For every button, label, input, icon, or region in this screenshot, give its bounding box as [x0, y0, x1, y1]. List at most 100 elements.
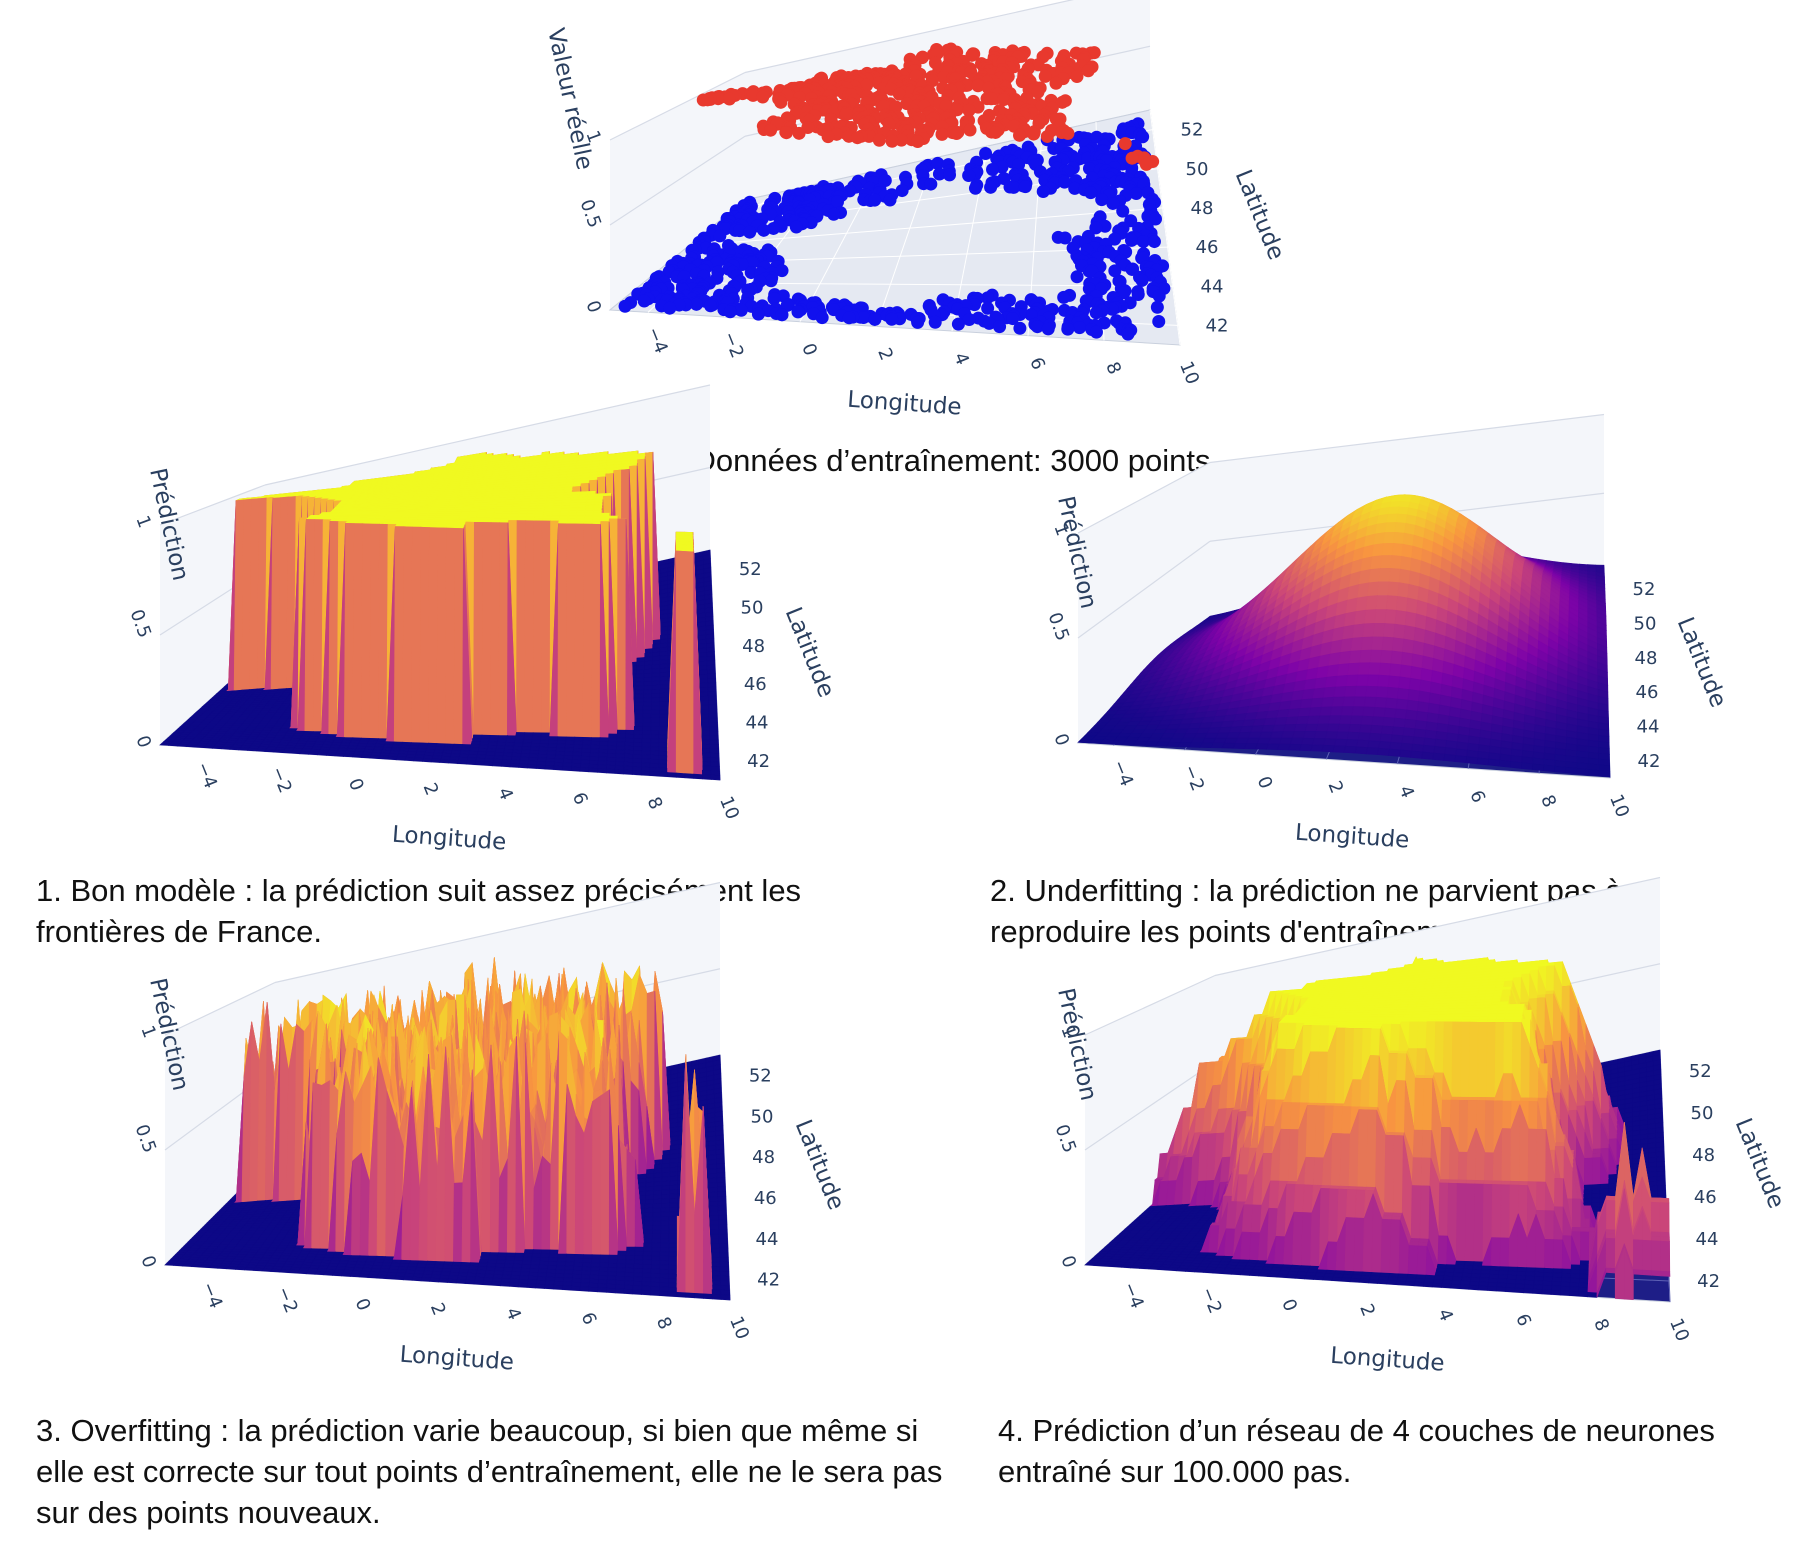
- surface-cell: [240, 712, 253, 716]
- surface-cell: [481, 459, 491, 464]
- surface-cell: [1328, 567, 1340, 575]
- surface-cell: [564, 483, 574, 488]
- point-inside: [983, 73, 997, 87]
- surface-cell: [481, 478, 491, 482]
- surface-cell: [541, 520, 551, 734]
- surface-cell: [204, 717, 216, 720]
- surface-cell: [416, 501, 427, 505]
- surface-cell: [390, 516, 402, 520]
- point-outside: [1116, 204, 1130, 218]
- point-inside: [800, 82, 814, 96]
- point-inside: [935, 120, 949, 134]
- surface-cell: [228, 716, 241, 720]
- surface-cell: [523, 609, 533, 615]
- point-outside: [1148, 195, 1162, 209]
- surface-cell: [203, 702, 216, 706]
- surface-cell: [233, 721, 246, 724]
- surface-cell: [630, 609, 640, 616]
- surface-cell: [314, 639, 325, 645]
- surface-cell: [168, 743, 181, 747]
- surface-cell: [356, 506, 368, 510]
- surface-cell: [418, 473, 429, 477]
- surface-cell: [361, 479, 371, 660]
- surface-cell: [699, 687, 709, 693]
- point-outside: [1006, 307, 1020, 321]
- surface-cell: [1477, 542, 1488, 549]
- x-gridline: [1467, 584, 1500, 769]
- surface-cell: [393, 479, 404, 483]
- surface-cell: [267, 732, 279, 736]
- surface-cell: [581, 472, 591, 477]
- surface-cell: [323, 643, 334, 649]
- surface-cell: [249, 712, 261, 716]
- point-outside: [1084, 186, 1098, 200]
- surface-cell: [238, 747, 250, 751]
- surface-cell: [256, 664, 268, 669]
- surface-cell: [362, 491, 373, 495]
- surface-cell: [675, 636, 684, 643]
- surface-cell: [427, 616, 437, 622]
- surface-cell: [379, 479, 390, 483]
- surface-cell: [394, 477, 405, 481]
- surface-cell: [277, 730, 289, 734]
- point-outside: [1124, 323, 1138, 337]
- surface-cell: [699, 695, 709, 702]
- point-inside: [905, 80, 919, 94]
- point-inside: [925, 117, 939, 131]
- surface-cell: [380, 477, 392, 481]
- surface-cell: [1213, 616, 1226, 622]
- surface-cell: [365, 516, 377, 520]
- point-outside: [688, 250, 702, 264]
- point-outside: [761, 304, 775, 318]
- surface-cell: [325, 641, 336, 646]
- surface-cell: [460, 492, 471, 496]
- y-gridline: [186, 720, 718, 723]
- point-outside: [721, 211, 735, 225]
- point-inside: [1015, 96, 1029, 110]
- point-outside: [695, 282, 709, 296]
- surface-cell: [572, 486, 582, 685]
- surface-cell: [430, 466, 441, 645]
- surface-cell: [272, 648, 283, 654]
- surface-cell: [521, 619, 531, 625]
- surface-wall: [636, 465, 646, 655]
- surface-cell: [559, 602, 569, 609]
- point-outside: [1015, 168, 1029, 182]
- surface-cell: [428, 509, 439, 513]
- surface-cell: [696, 586, 705, 593]
- surface-cell: [409, 475, 420, 480]
- point-outside: [781, 205, 795, 219]
- surface-cell: [1428, 540, 1439, 545]
- surface-cell: [489, 477, 499, 482]
- surface-cell: [684, 547, 694, 553]
- point-outside: [750, 219, 764, 233]
- surface-cell: [623, 769, 634, 775]
- surface-cell: [300, 657, 312, 662]
- surface-cell: [674, 568, 683, 576]
- surface-cell: [344, 487, 356, 491]
- surface-cell: [643, 668, 653, 674]
- point-inside: [903, 52, 917, 66]
- surface-cell: [479, 599, 488, 605]
- point-inside: [1055, 126, 1069, 140]
- surface-cell: [482, 475, 492, 480]
- surface-cell: [331, 742, 343, 746]
- surface-cell: [626, 697, 636, 703]
- surface-cell: [293, 658, 304, 663]
- surface-cell: [622, 622, 632, 629]
- surface-cell: [617, 713, 627, 719]
- surface-cell: [409, 500, 420, 504]
- surface-cell: [503, 458, 513, 463]
- surface-cell: [418, 638, 428, 644]
- surface-cell: [352, 753, 363, 758]
- surface-cell: [307, 666, 318, 671]
- point-outside: [1085, 180, 1099, 194]
- point-outside: [722, 262, 736, 276]
- surface-cell: [559, 510, 570, 514]
- surface-cell: [659, 709, 669, 715]
- surface-cell: [343, 513, 355, 516]
- point-outside: [1136, 235, 1150, 249]
- surface-cell: [251, 497, 262, 500]
- surface-cell: [531, 735, 542, 741]
- surface-cell: [297, 640, 308, 645]
